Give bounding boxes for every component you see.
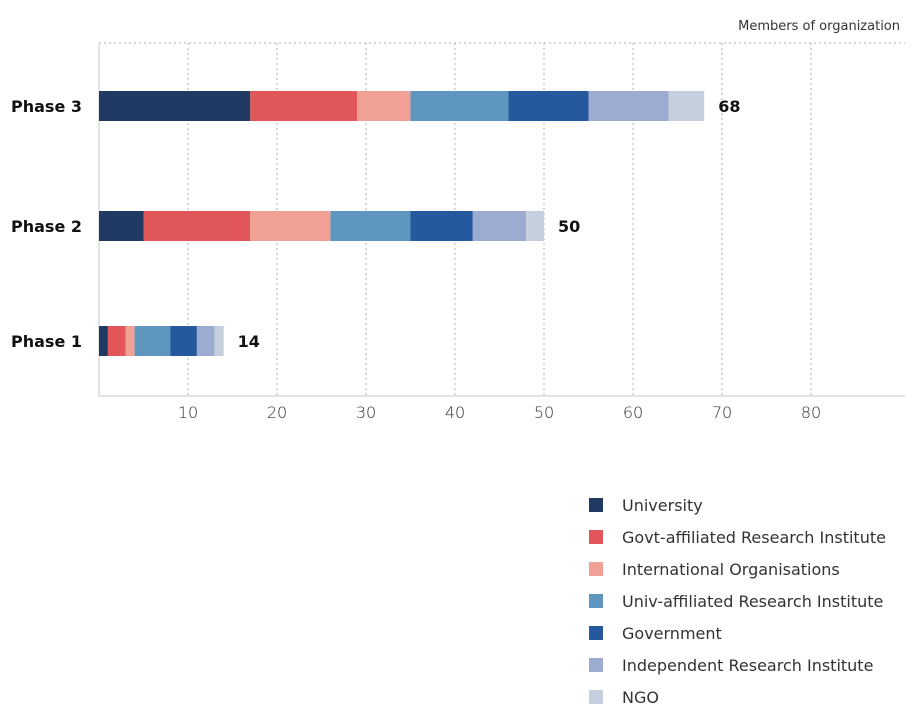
labels-layer: 10 20 30 40 50 60 70 80 Phase 3 68 Phase 2 50 Phase … (11, 97, 821, 422)
bar-segment-phase-3-ngo (668, 91, 705, 121)
bar-segment-phase-2-university (99, 211, 144, 241)
x-tick-label-80: 80 (801, 403, 821, 422)
bar-segment-phase-1-government (170, 326, 197, 356)
x-tick-label-50: 50 (534, 403, 554, 422)
legend-swatch-international-organisations (589, 562, 603, 576)
bar-segment-phase-2-ngo (526, 211, 544, 241)
category-label-phase-3: Phase 3 (11, 97, 82, 116)
legend: University Govt-affiliated Research Insti… (589, 496, 886, 707)
total-label-phase-2: 50 (558, 217, 580, 236)
bar-segment-phase-2-independent-research-institute (472, 211, 527, 241)
bar-segment-phase-1-independent-research-institute (196, 326, 215, 356)
legend-swatch-govt-affiliated-research-institute (589, 530, 603, 544)
category-label-phase-1: Phase 1 (11, 332, 82, 351)
category-label-phase-2: Phase 2 (11, 217, 82, 236)
x-tick-label-40: 40 (445, 403, 465, 422)
legend-label-university: University (622, 496, 703, 515)
bar-segment-phase-2-univ-affiliated-research-institute (330, 211, 411, 241)
bar-segment-phase-3-international-organisations (357, 91, 411, 121)
bar-segment-phase-2-government (410, 211, 473, 241)
bar-segment-phase-3-govt-affiliated-research-institute (250, 91, 358, 121)
legend-swatch-univ-affiliated-research-institute (589, 594, 603, 608)
bar-segment-phase-3-university (99, 91, 251, 121)
bar-segment-phase-1-ngo (214, 326, 224, 356)
legend-label-international-organisations: International Organisations (622, 560, 840, 579)
legend-label-government: Government (622, 624, 722, 643)
bar-segment-phase-1-international-organisations (125, 326, 135, 356)
x-tick-label-20: 20 (267, 403, 287, 422)
bar-segment-phase-1-university (99, 326, 108, 356)
bar-segment-phase-3-independent-research-institute (588, 91, 669, 121)
legend-label-independent-research-institute: Independent Research Institute (622, 656, 873, 675)
bar-segment-phase-2-govt-affiliated-research-institute (143, 211, 251, 241)
x-tick-label-70: 70 (712, 403, 732, 422)
bar-segment-phase-1-govt-affiliated-research-institute (107, 326, 126, 356)
bar-segment-phase-3-univ-affiliated-research-institute (410, 91, 509, 121)
legend-label-univ-affiliated-research-institute: Univ-affiliated Research Institute (622, 592, 883, 611)
legend-swatch-university (589, 498, 603, 512)
total-label-phase-1: 14 (238, 332, 260, 351)
total-label-phase-3: 68 (718, 97, 740, 116)
x-tick-label-30: 30 (356, 403, 376, 422)
bar-segment-phase-2-international-organisations (250, 211, 331, 241)
x-tick-label-10: 10 (178, 403, 198, 422)
legend-label-govt-affiliated-research-institute: Govt-affiliated Research Institute (622, 528, 886, 547)
legend-swatch-independent-research-institute (589, 658, 603, 672)
x-axis-title: Members of organization (738, 19, 900, 34)
x-tick-label-60: 60 (623, 403, 643, 422)
bar-segment-phase-1-univ-affiliated-research-institute (134, 326, 171, 356)
legend-swatch-government (589, 626, 603, 640)
legend-label-ngo: NGO (622, 688, 659, 705)
bars-layer (99, 91, 705, 356)
bar-segment-phase-3-government (508, 91, 589, 121)
legend-swatch-ngo (589, 690, 603, 704)
